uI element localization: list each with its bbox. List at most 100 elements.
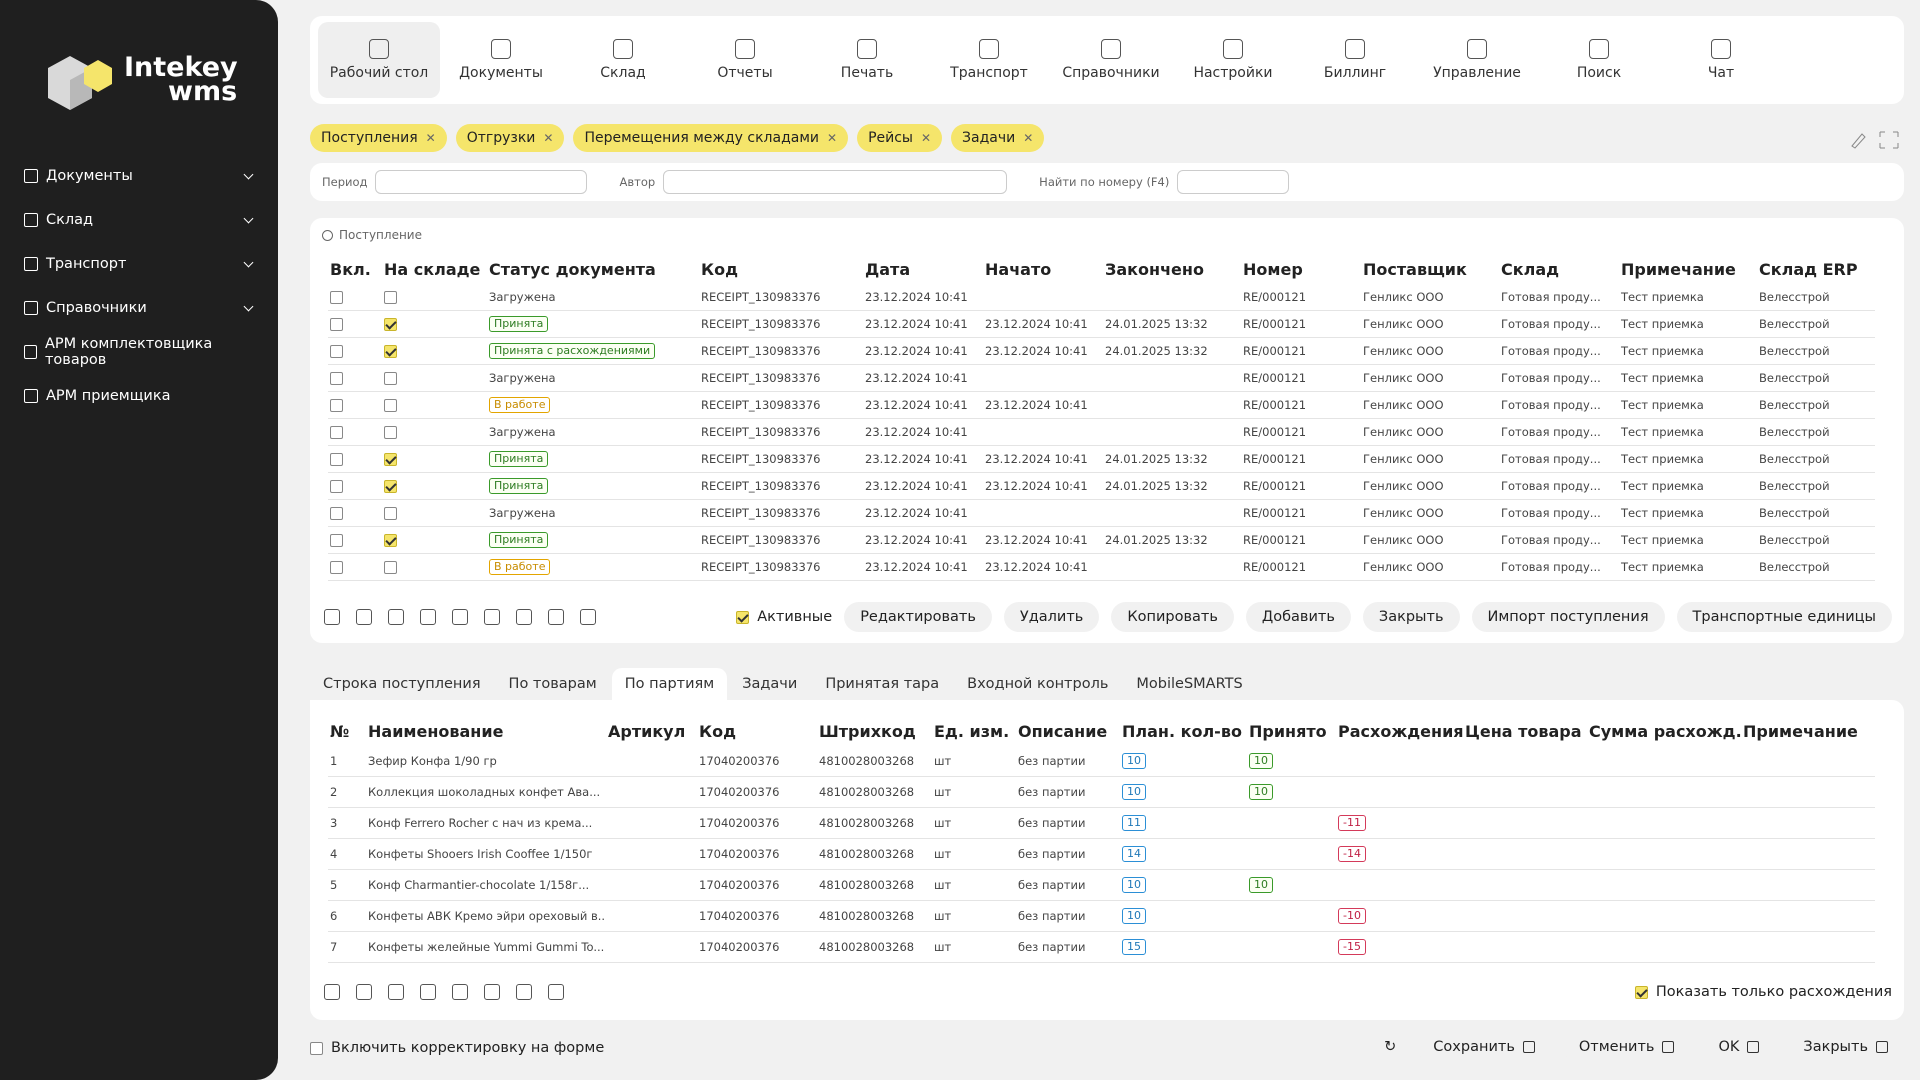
checkbox[interactable] (384, 480, 397, 493)
filter-input[interactable] (375, 170, 587, 194)
tool-icon[interactable] (580, 609, 596, 625)
nav-item[interactable]: Настройки (1172, 22, 1294, 98)
button[interactable]: Отменить (1563, 1032, 1691, 1062)
button[interactable]: Редактировать (844, 602, 992, 632)
filter-chip[interactable]: Перемещения между складами✕ (573, 124, 848, 152)
tool-icon[interactable] (388, 984, 404, 1000)
tab[interactable]: Принятая тара (812, 668, 952, 700)
button[interactable]: Закрыть (1363, 602, 1460, 632)
tool-icon[interactable] (388, 609, 404, 625)
chip-remove[interactable]: ✕ (1023, 131, 1033, 145)
sidebar-item[interactable]: АРМ приемщика (24, 381, 258, 411)
nav-item[interactable]: Печать (806, 22, 928, 98)
button[interactable]: Транспортные единицы (1677, 602, 1892, 632)
checkbox[interactable] (736, 611, 749, 624)
tool-icon[interactable] (324, 609, 340, 625)
active-filter[interactable]: Активные (736, 609, 832, 625)
table-row[interactable]: 1Зефир Конфа 1/90 гр17040200376481002800… (328, 746, 1875, 777)
checkbox[interactable] (330, 453, 343, 466)
refresh-button[interactable]: ↻ (1375, 1032, 1405, 1062)
tool-icon[interactable] (484, 984, 500, 1000)
table-row[interactable]: 2Коллекция шоколадных конфет Ава...17040… (328, 777, 1875, 808)
nav-item[interactable]: Справочники (1050, 22, 1172, 98)
button[interactable]: Закрыть (1787, 1032, 1904, 1062)
tool-icon[interactable] (516, 984, 532, 1000)
checkbox[interactable] (330, 318, 343, 331)
button[interactable]: Добавить (1246, 602, 1351, 632)
checkbox[interactable] (330, 534, 343, 547)
button[interactable]: Копировать (1111, 602, 1234, 632)
tab[interactable]: Строка поступления (310, 668, 494, 700)
checkbox[interactable] (330, 399, 343, 412)
filter-chip[interactable]: Поступления✕ (310, 124, 447, 152)
checkbox[interactable] (330, 345, 343, 358)
checkbox[interactable] (384, 534, 397, 547)
nav-item[interactable]: Отчеты (684, 22, 806, 98)
checkbox[interactable] (330, 426, 343, 439)
checkbox[interactable] (384, 291, 397, 304)
table-row[interactable]: ПринятаRECEIPT_13098337623.12.2024 10:41… (328, 527, 1875, 554)
chip-remove[interactable]: ✕ (827, 131, 837, 145)
button[interactable]: Удалить (1004, 602, 1099, 632)
table-row[interactable]: ПринятаRECEIPT_13098337623.12.2024 10:41… (328, 446, 1875, 473)
checkbox[interactable] (1635, 986, 1648, 999)
table-row[interactable]: 3Конф Ferrero Rocher с нач из крема...17… (328, 808, 1875, 839)
checkbox[interactable] (330, 561, 343, 574)
tool-icon[interactable] (324, 984, 340, 1000)
chip-remove[interactable]: ✕ (543, 131, 553, 145)
checkbox[interactable] (384, 345, 397, 358)
checkbox[interactable] (310, 1042, 323, 1055)
nav-item[interactable]: Биллинг (1294, 22, 1416, 98)
button[interactable]: OK (1702, 1032, 1775, 1062)
correction-toggle[interactable]: Включить корректировку на форме (310, 1040, 604, 1056)
tab[interactable]: Задачи (729, 668, 810, 700)
chip-remove[interactable]: ✕ (426, 131, 436, 145)
tool-icon[interactable] (420, 984, 436, 1000)
table-row[interactable]: 7Конфеты желейные Yummi Gummi To...17040… (328, 932, 1875, 963)
table-row[interactable]: ПринятаRECEIPT_13098337623.12.2024 10:41… (328, 311, 1875, 338)
table-row[interactable]: ЗагруженаRECEIPT_13098337623.12.2024 10:… (328, 365, 1875, 392)
tool-icon[interactable] (484, 609, 500, 625)
checkbox[interactable] (384, 399, 397, 412)
nav-item[interactable]: Транспорт (928, 22, 1050, 98)
sidebar-item[interactable]: АРМ комплектовщика товаров (24, 337, 258, 367)
tool-icon[interactable] (452, 984, 468, 1000)
filter-input[interactable] (663, 170, 1007, 194)
tool-icon[interactable] (420, 609, 436, 625)
tab[interactable]: По товарам (496, 668, 610, 700)
checkbox[interactable] (330, 480, 343, 493)
checkbox[interactable] (384, 318, 397, 331)
table-row[interactable]: ЗагруженаRECEIPT_13098337623.12.2024 10:… (328, 500, 1875, 527)
table-row[interactable]: ПринятаRECEIPT_13098337623.12.2024 10:41… (328, 473, 1875, 500)
nav-item[interactable]: Рабочий стол (318, 22, 440, 98)
tool-icon[interactable] (516, 609, 532, 625)
table-row[interactable]: 5Конф Charmantier-chocolate 1/158г...170… (328, 870, 1875, 901)
checkbox[interactable] (384, 561, 397, 574)
filter-chip[interactable]: Задачи✕ (951, 124, 1044, 152)
table-row[interactable]: ЗагруженаRECEIPT_13098337623.12.2024 10:… (328, 419, 1875, 446)
tool-icon[interactable] (356, 984, 372, 1000)
table-row[interactable]: 4Конфеты Shooers Irish Cooffee 1/150г170… (328, 839, 1875, 870)
nav-item[interactable]: Чат (1660, 22, 1782, 98)
tab[interactable]: MobileSMARTS (1123, 668, 1255, 700)
table-row[interactable]: В работеRECEIPT_13098337623.12.2024 10:4… (328, 392, 1875, 419)
sidebar-item[interactable]: Справочники (24, 293, 258, 323)
button[interactable]: Сохранить (1417, 1032, 1551, 1062)
checkbox[interactable] (384, 453, 397, 466)
chip-remove[interactable]: ✕ (921, 131, 931, 145)
nav-item[interactable]: Управление (1416, 22, 1538, 98)
tool-icon[interactable] (452, 609, 468, 625)
checkbox[interactable] (330, 372, 343, 385)
tool-icon[interactable] (356, 609, 372, 625)
button[interactable]: Импорт поступления (1472, 602, 1665, 632)
diff-filter[interactable]: Показать только расхождения (1635, 984, 1892, 1000)
nav-item[interactable]: Склад (562, 22, 684, 98)
filter-chip[interactable]: Рейсы✕ (857, 124, 942, 152)
tab[interactable]: По партиям (612, 668, 728, 700)
checkbox[interactable] (384, 507, 397, 520)
filter-chip[interactable]: Отгрузки✕ (456, 124, 565, 152)
sidebar-item[interactable]: Склад (24, 205, 258, 235)
table-row[interactable]: 6Конфеты АВК Кремо эйри ореховый в...170… (328, 901, 1875, 932)
sidebar-item[interactable]: Документы (24, 161, 258, 191)
checkbox[interactable] (330, 291, 343, 304)
